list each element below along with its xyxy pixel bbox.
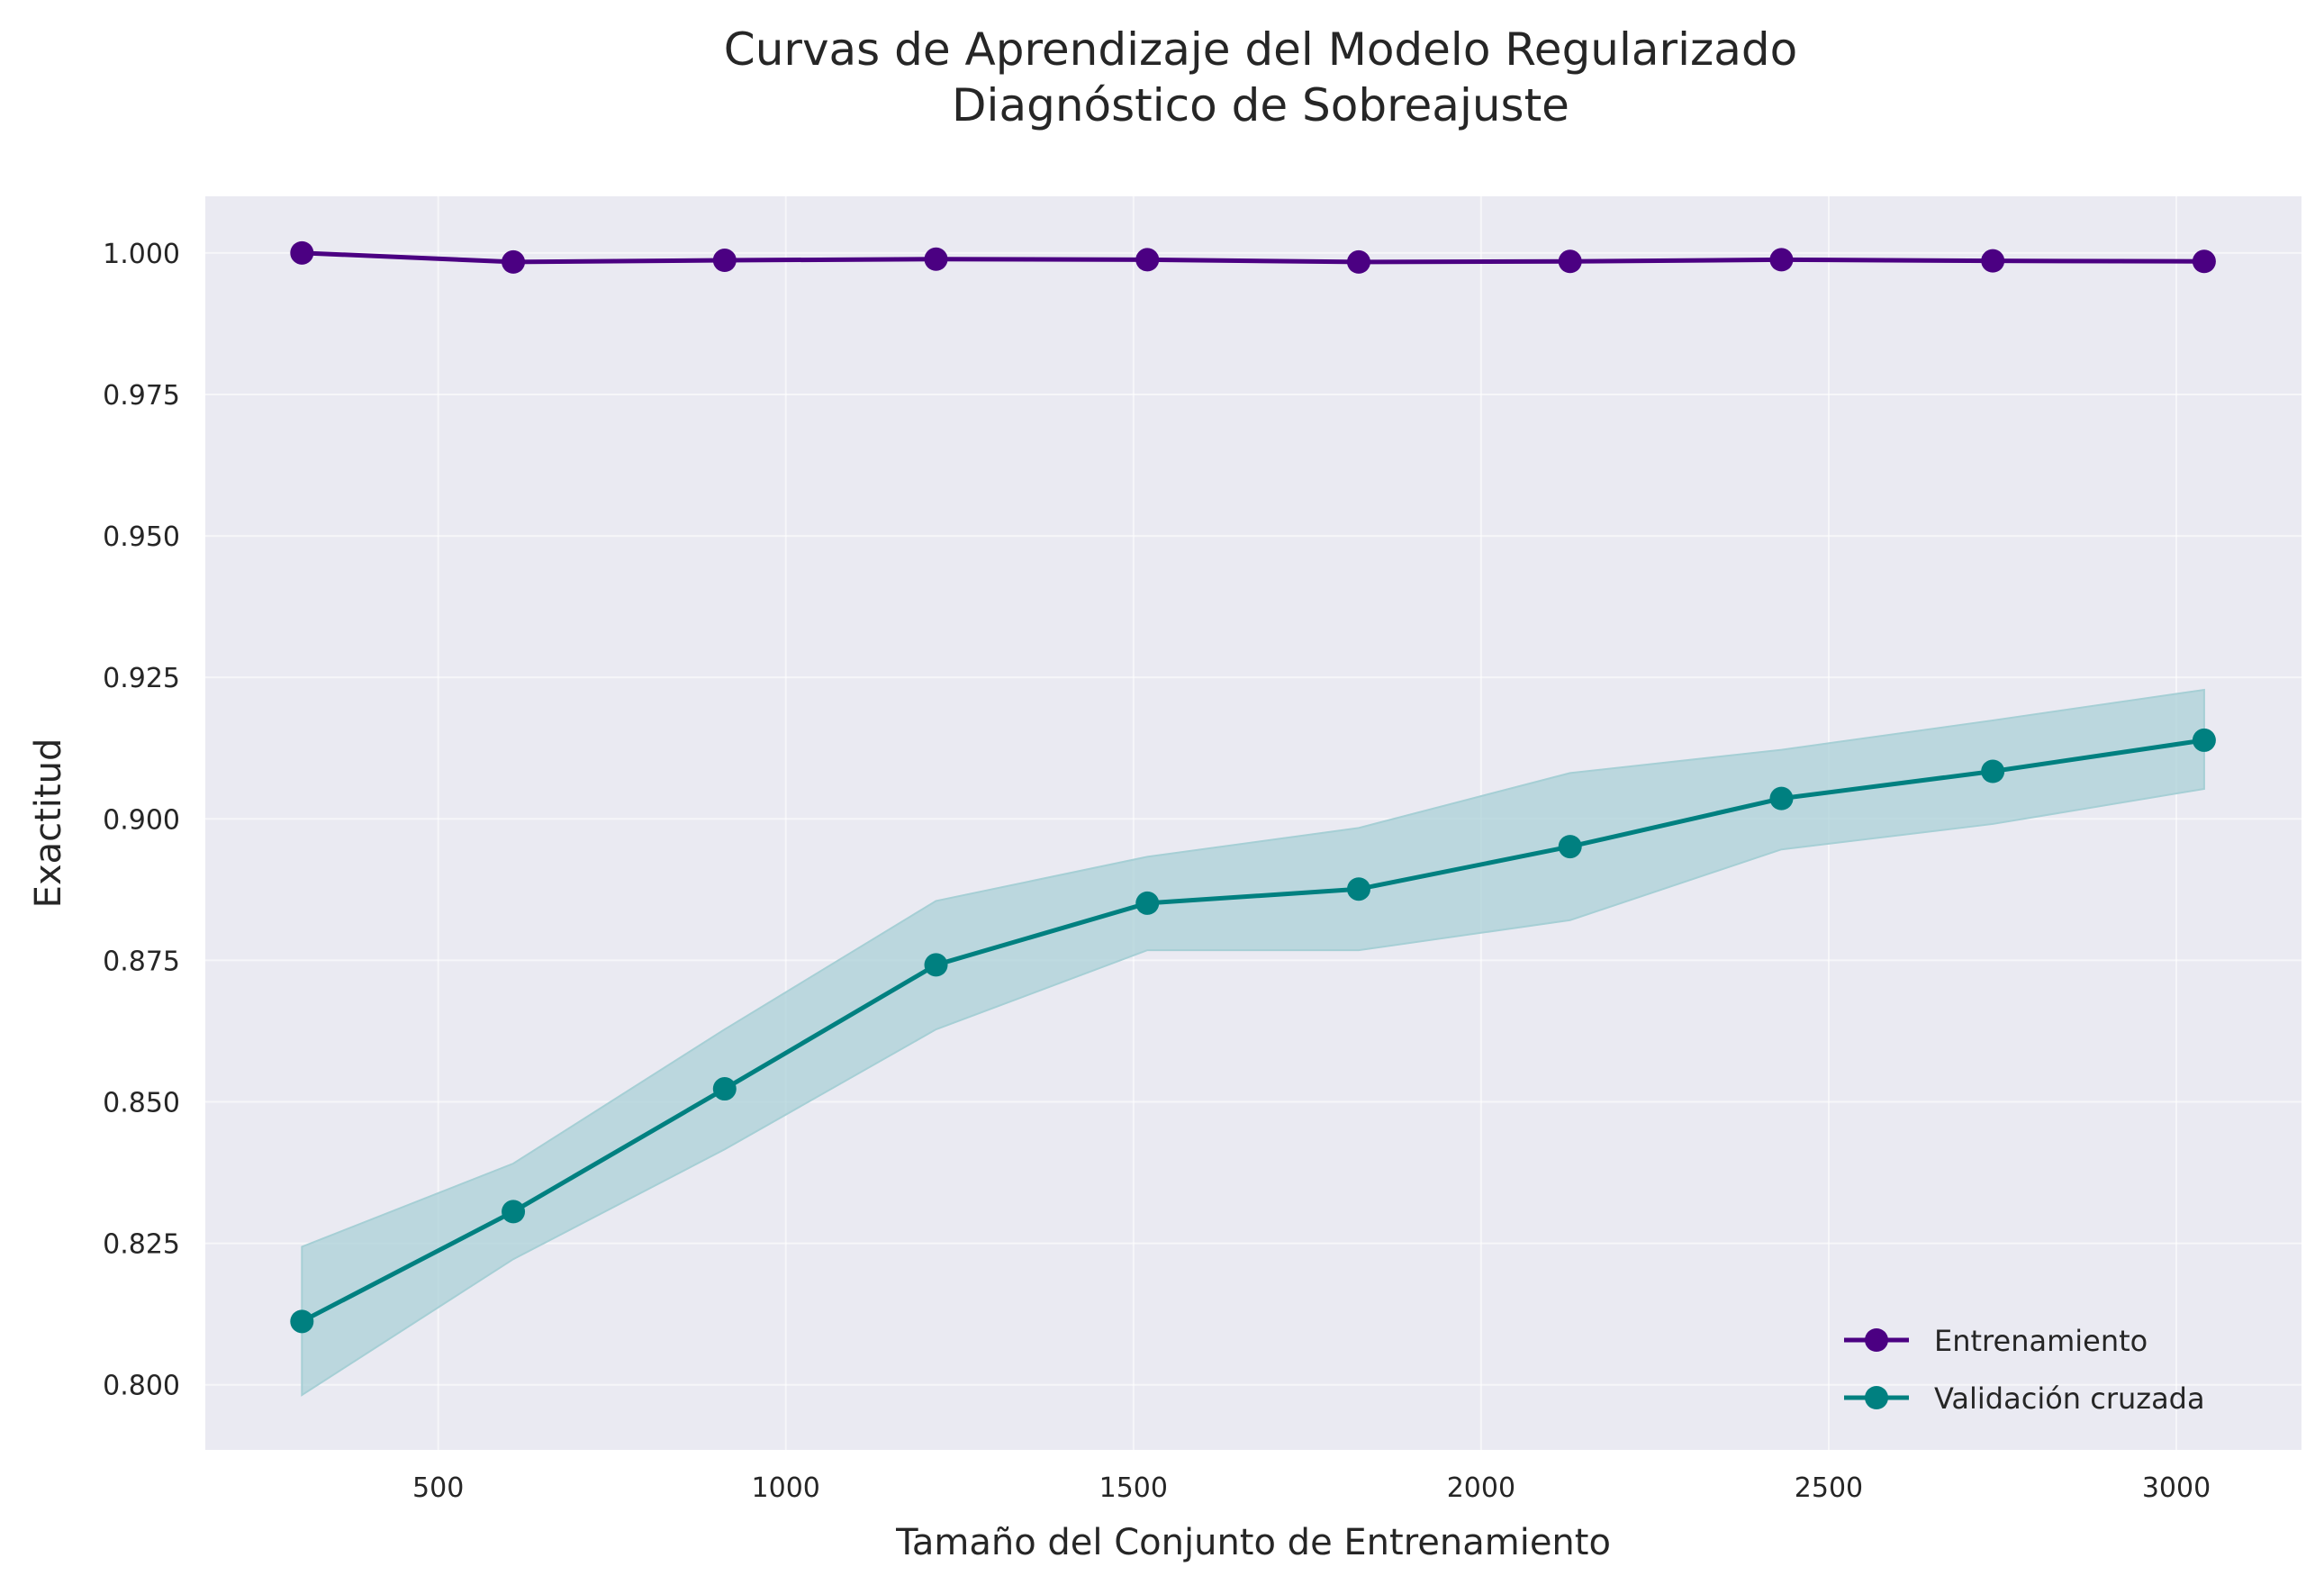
x-tick-label: 3000 [2142, 1472, 2211, 1504]
data-point [1558, 835, 1582, 859]
data-point [1558, 249, 1582, 274]
data-point [290, 1309, 314, 1334]
y-tick-label: 1.000 [103, 239, 180, 270]
x-tick-label: 2500 [1795, 1472, 1863, 1504]
series-line-0 [302, 250, 2204, 265]
data-point [1346, 249, 1370, 274]
x-tick-label: 1000 [752, 1472, 820, 1504]
chart-title-line2: Diagnóstico de Sobreajuste [952, 79, 1569, 131]
y-tick-label: 0.925 [103, 663, 180, 694]
y-tick-label: 0.975 [103, 380, 180, 412]
data-point [924, 953, 948, 977]
legend-label: Validación cruzada [1934, 1381, 2205, 1416]
x-tick-labels: 500 1000 1500 2000 2500 3000 [412, 1472, 2211, 1504]
data-point [1981, 249, 2005, 273]
chart-title-line1: Curvas de Aprendizaje del Modelo Regular… [724, 23, 1797, 76]
legend-marker [1865, 1386, 1888, 1409]
y-tick-label: 0.900 [103, 804, 180, 836]
series-points [290, 240, 2216, 1334]
data-point [2192, 249, 2216, 274]
x-tick-label: 1500 [1099, 1472, 1168, 1504]
data-point [502, 249, 526, 274]
data-point [1769, 248, 1794, 272]
data-point [924, 247, 948, 271]
data-point [1769, 786, 1794, 811]
data-point [1346, 877, 1370, 901]
y-tick-label: 0.800 [103, 1371, 180, 1402]
confidence-bands [301, 688, 2205, 1397]
data-point [502, 1200, 526, 1224]
x-tick-label: 2000 [1447, 1472, 1515, 1504]
validation-confidence-band [301, 688, 2205, 1397]
legend-label: Entrenamiento [1934, 1324, 2148, 1358]
series-line-1 [301, 738, 2205, 1324]
x-tick-label: 500 [412, 1472, 464, 1504]
legend-marker [1865, 1328, 1888, 1352]
y-tick-label: 0.825 [103, 1229, 180, 1261]
y-tick-label: 0.950 [103, 521, 180, 553]
data-point [290, 240, 314, 265]
legend: Entrenamiento Validación cruzada [1844, 1324, 2205, 1416]
x-axis-label: Tamaño del Conjunto de Entrenamiento [895, 1522, 1611, 1563]
y-tick-label: 0.850 [103, 1088, 180, 1119]
y-tick-labels: 0.800 0.825 0.850 0.875 0.900 0.925 0.950 0.975… [103, 239, 180, 1402]
grid-lines [205, 196, 2301, 1450]
data-point [712, 1077, 737, 1101]
series-lines [301, 250, 2205, 1324]
data-point [1135, 891, 1160, 915]
data-point [2192, 728, 2216, 752]
y-tick-label: 0.875 [103, 946, 180, 977]
y-axis-label: Exactitud [28, 738, 69, 909]
data-point [712, 249, 737, 273]
data-point [1981, 759, 2005, 783]
data-point [1135, 248, 1160, 272]
